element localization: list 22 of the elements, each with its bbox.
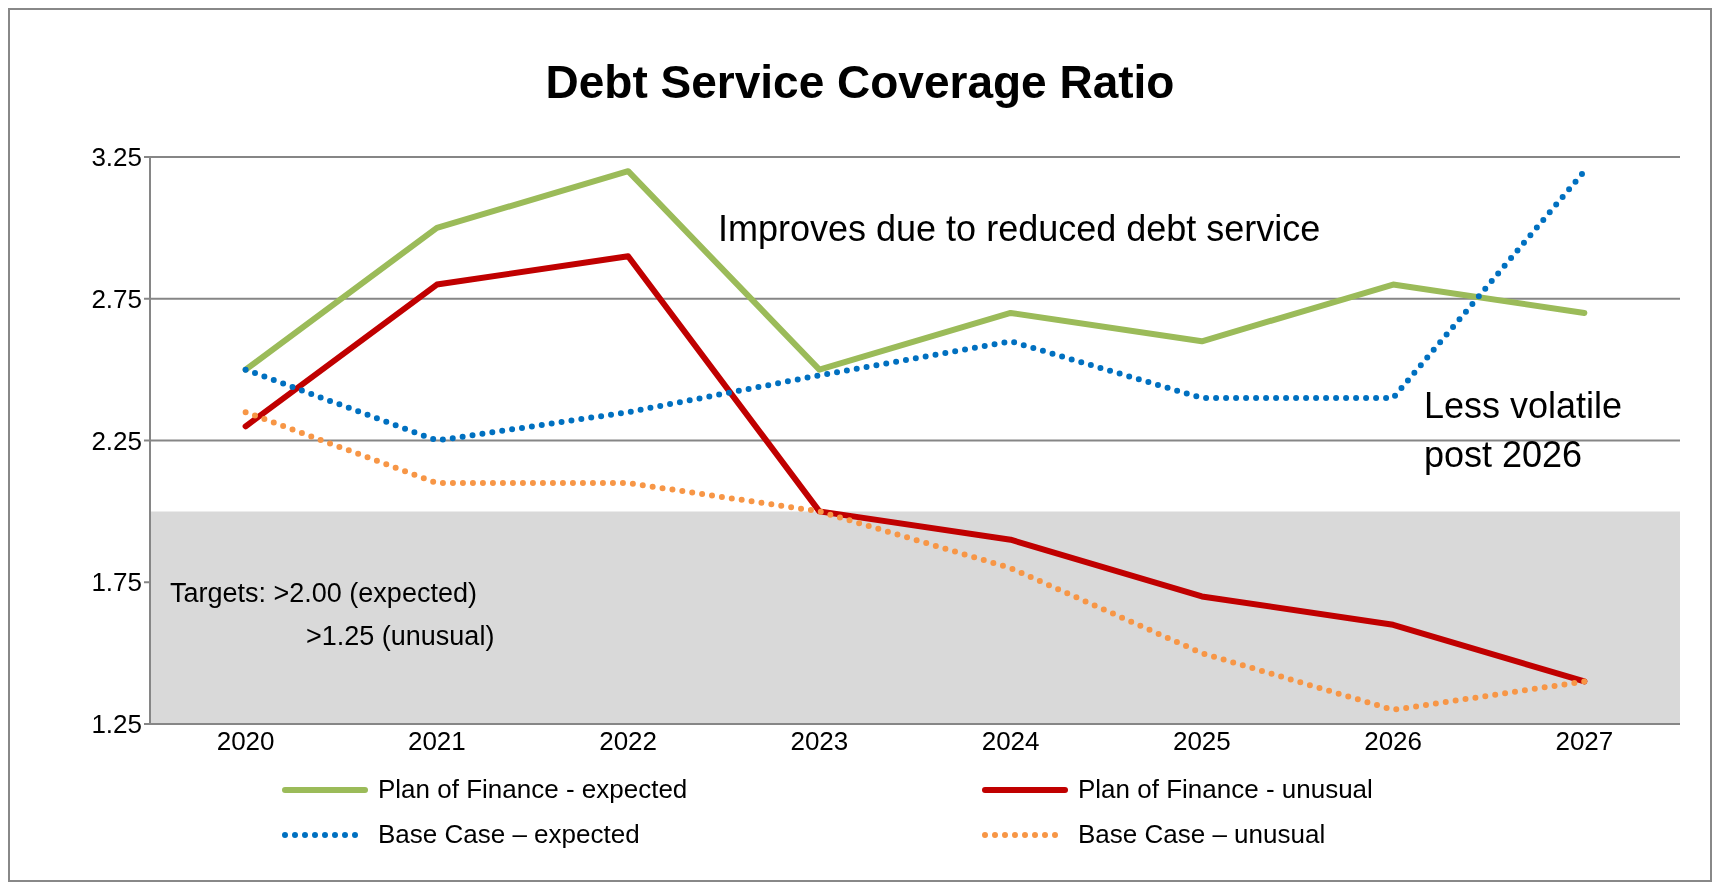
annotation: Targets: >2.00 (expected)	[170, 577, 477, 610]
x-tick-label: 2023	[790, 726, 849, 757]
legend-label: Plan of Finance - expected	[378, 774, 688, 805]
x-tick-label: 2021	[407, 726, 466, 757]
y-tick-label: 1.75	[91, 567, 142, 598]
annotation: Less volatile post 2026	[1424, 384, 1624, 477]
legend-label: Base Case – unusual	[1078, 819, 1326, 850]
y-tick-label: 2.75	[91, 283, 142, 314]
annotation: Improves due to reduced debt service	[718, 207, 1321, 251]
y-tick-label: 3.25	[91, 142, 142, 173]
x-tick-label: 2024	[981, 726, 1040, 757]
chart-title: Debt Service Coverage Ratio	[544, 55, 1176, 109]
legend-label: Base Case – expected	[378, 819, 640, 850]
legend-label: Plan of Finance - unusual	[1078, 774, 1373, 805]
x-tick-label: 2027	[1555, 726, 1614, 757]
y-tick-label: 2.25	[91, 425, 142, 456]
y-tick-label: 1.25	[91, 709, 142, 740]
x-tick-label: 2025	[1172, 726, 1231, 757]
x-tick-label: 2020	[216, 726, 275, 757]
x-tick-label: 2026	[1364, 726, 1423, 757]
annotation: >1.25 (unusual)	[306, 620, 495, 653]
x-tick-label: 2022	[599, 726, 658, 757]
